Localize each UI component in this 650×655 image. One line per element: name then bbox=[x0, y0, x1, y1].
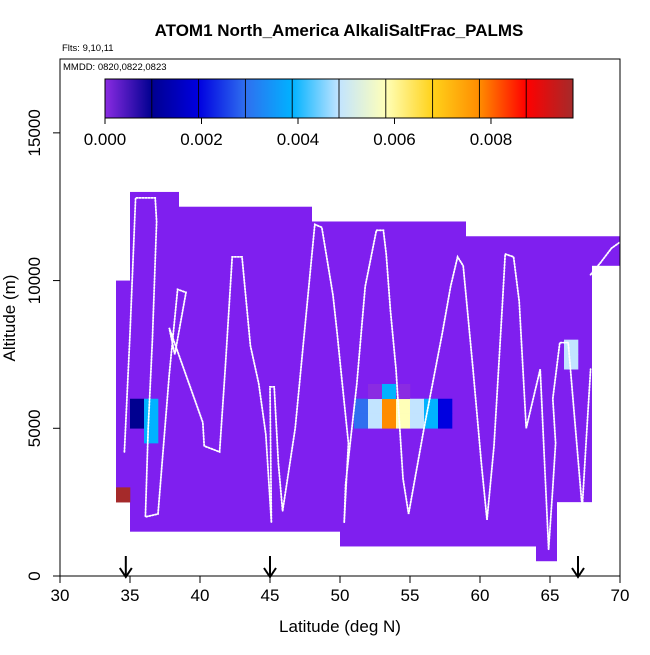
heatmap-bin bbox=[438, 413, 453, 429]
x-axis-label: Latitude (deg N) bbox=[279, 617, 401, 636]
flight-arrows bbox=[118, 556, 585, 579]
heatmap-bins bbox=[116, 191, 620, 562]
heatmap-bin bbox=[179, 206, 312, 532]
flight-arrow-head bbox=[571, 567, 585, 579]
heatmap-bin bbox=[130, 191, 179, 532]
heatmap-bin bbox=[396, 398, 411, 414]
heatmap-bin bbox=[438, 398, 453, 414]
flights-label: Flts: 9,10,11 bbox=[62, 43, 114, 54]
flight-arrow-head bbox=[263, 567, 277, 579]
x-tick-label: 50 bbox=[331, 586, 350, 605]
y-axis-label: Altitude (m) bbox=[0, 275, 19, 362]
heatmap-bin bbox=[368, 398, 383, 414]
colorbar: 0.000 0.002 0.004 0.006 0.008 bbox=[84, 78, 574, 149]
heatmap-bin bbox=[368, 413, 383, 429]
heatmap-bin bbox=[116, 280, 130, 503]
heatmap-bin bbox=[536, 236, 557, 562]
y-tick-label: 0 bbox=[25, 571, 44, 580]
heatmap-bin bbox=[144, 413, 159, 429]
heatmap-bin bbox=[312, 221, 340, 532]
colorbar-tick-label: 0.002 bbox=[180, 130, 223, 149]
colorbar-tick-label: 0.008 bbox=[470, 130, 513, 149]
flight-track bbox=[123, 197, 621, 550]
axes: 30 35 40 45 50 55 60 65 70 0 5000 10000 15000 bbox=[25, 109, 629, 605]
heatmap-bin bbox=[564, 354, 579, 370]
heatmap-bin bbox=[382, 413, 397, 429]
heatmap-bin bbox=[410, 398, 425, 414]
chart-title: ATOM1 North_America AlkaliSaltFrac_PALMS bbox=[155, 21, 524, 40]
dates-label: MMDD: 0820,0822,0823 bbox=[63, 62, 167, 73]
colorbar-frame bbox=[104, 78, 574, 119]
heatmap-bin bbox=[354, 413, 369, 429]
flight-arrow-head bbox=[118, 567, 133, 579]
flight-track-line bbox=[123, 197, 592, 550]
x-tick-label: 35 bbox=[121, 586, 140, 605]
heatmap-bin bbox=[382, 398, 397, 414]
colorbar-tick-label: 0.000 bbox=[84, 130, 127, 149]
heatmap-bin bbox=[144, 428, 159, 444]
y-tick-label: 15000 bbox=[25, 109, 44, 156]
heatmap-bin bbox=[592, 236, 620, 266]
colorbar-tick-label: 0.004 bbox=[277, 130, 320, 149]
heatmap-bin bbox=[130, 413, 145, 429]
heatmap-bin bbox=[396, 383, 411, 400]
x-tick-label: 40 bbox=[191, 586, 210, 605]
heatmap-bin bbox=[424, 413, 439, 429]
x-tick-label: 60 bbox=[471, 586, 490, 605]
heatmap-bin bbox=[466, 236, 536, 547]
flight-track-line bbox=[589, 241, 621, 276]
x-tick-label: 70 bbox=[611, 586, 630, 605]
heatmap-bin bbox=[368, 383, 383, 400]
x-tick-label: 30 bbox=[51, 586, 70, 605]
heatmap-bin bbox=[354, 398, 369, 414]
y-tick-label: 10000 bbox=[25, 257, 44, 304]
x-tick-label: 65 bbox=[541, 586, 560, 605]
heatmap-bin bbox=[116, 487, 131, 503]
heatmap-bin bbox=[382, 383, 397, 400]
y-tick-label: 5000 bbox=[25, 409, 44, 447]
heatmap-bin bbox=[130, 398, 145, 414]
x-tick-label: 45 bbox=[261, 586, 280, 605]
heatmap-bin bbox=[424, 398, 439, 414]
heatmap-bin bbox=[410, 413, 425, 429]
colorbar-tick-label: 0.006 bbox=[373, 130, 416, 149]
x-tick-label: 55 bbox=[401, 586, 420, 605]
heatmap-bin bbox=[144, 398, 159, 414]
